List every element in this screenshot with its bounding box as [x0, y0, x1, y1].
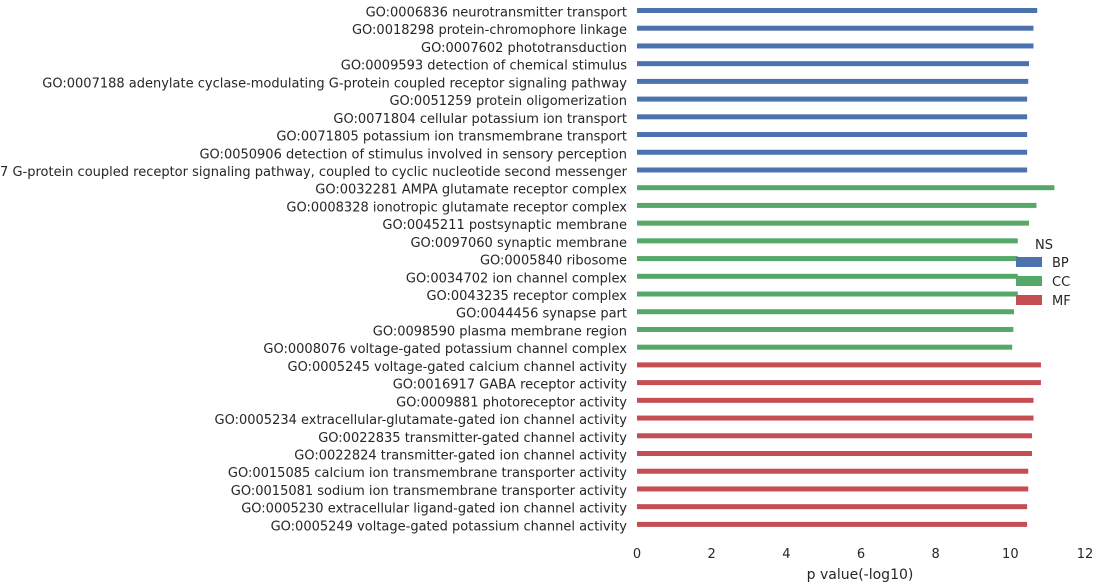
category-label: GO:0034702 ion channel complex [406, 271, 627, 286]
category-label: GO:0018298 protein-chromophore linkage [352, 23, 627, 38]
x-tick-label: 10 [1002, 547, 1019, 562]
bar-mf [637, 362, 1041, 368]
bar-cc [637, 202, 1037, 208]
category-label: GO:0005234 extracellular-glutamate-gated… [215, 413, 628, 428]
x-tick-label: 0 [633, 547, 641, 562]
bar-bp [637, 25, 1034, 31]
bar-mf [637, 415, 1034, 421]
category-label: GO:0009593 detection of chemical stimulu… [341, 59, 627, 74]
category-label: GO:0051259 protein oligomerization [389, 94, 627, 109]
category-label: GO:0015085 calcium ion transmembrane tra… [228, 466, 627, 481]
bar-bp [637, 114, 1028, 120]
bar-bp [637, 8, 1038, 13]
bar-bp [637, 78, 1029, 84]
category-label: GO:0050906 detection of stimulus involve… [199, 147, 627, 162]
category-label: GO:0016917 GABA receptor activity [393, 378, 628, 393]
bar-cc [637, 273, 1018, 279]
bar-bp [637, 61, 1029, 67]
x-tick-label: 8 [932, 547, 940, 562]
category-labels: GO:0006836 neurotransmitter transport GO:… [0, 6, 628, 535]
bar-cc [637, 291, 1018, 297]
bar-cc [637, 256, 1018, 262]
x-tick-label: 2 [708, 547, 716, 562]
category-label: GO:0071805 potassium ion transmembrane t… [276, 130, 627, 145]
x-axis-label: p value(-log10) [807, 567, 914, 583]
legend-swatch-mf [1016, 295, 1042, 305]
category-label: GO:0007602 phototransduction [421, 41, 627, 56]
category-label: GO:0015081 sodium ion transmembrane tran… [231, 484, 627, 499]
bar-cc [637, 344, 1013, 350]
legend-label-mf: MF [1052, 294, 1071, 309]
bar-cc [637, 238, 1018, 244]
category-label: GO:0071804 cellular potassium ion transp… [333, 112, 627, 127]
category-label: GO:0044456 synapse part [456, 307, 627, 322]
bar-bp [637, 43, 1034, 49]
bar-mf [637, 451, 1032, 456]
bar-mf [637, 521, 1028, 527]
category-label: GO:0005245 voltage-gated calcium channel… [288, 360, 628, 375]
bar-bp [637, 149, 1028, 155]
bars [637, 8, 1055, 527]
bar-bp [637, 96, 1028, 102]
category-label: GO:0005230 extracellular ligand-gated io… [241, 502, 627, 517]
category-label: GO:0097060 synaptic membrane [410, 236, 627, 251]
category-label: GO:0006836 neurotransmitter transport [366, 6, 627, 21]
category-label: GO:0043235 receptor complex [426, 289, 627, 304]
category-label: GO:0045211 postsynaptic membrane [382, 218, 627, 233]
bar-mf [637, 433, 1032, 439]
bar-cc [637, 220, 1029, 226]
category-label: GO:0009881 photoreceptor activity [396, 395, 627, 410]
category-label: GO:0007188 adenylate cyclase-modulating … [42, 76, 627, 91]
category-label: GO:0005840 ribosome [480, 254, 627, 269]
legend-swatch-bp [1016, 257, 1042, 267]
bar-cc [637, 326, 1014, 332]
bar-bp [637, 167, 1028, 173]
bar-mf [637, 504, 1028, 510]
bar-mf [637, 486, 1029, 492]
category-label: GO:0022824 transmitter-gated ion channel… [294, 449, 627, 464]
category-label: GO:0008076 voltage-gated potassium chann… [263, 342, 627, 357]
bar-cc [637, 309, 1015, 315]
legend-label-bp: BP [1052, 256, 1069, 271]
legend-title: NS [1035, 238, 1053, 253]
bar-cc [637, 185, 1055, 191]
category-label: GO:0005249 voltage-gated potassium chann… [271, 519, 628, 534]
category-label: GO:0007187 G-protein coupled receptor si… [0, 165, 628, 180]
bar-mf [637, 468, 1029, 474]
category-label: GO:0008328 ionotropic glutamate receptor… [286, 200, 627, 215]
legend-label-cc: CC [1052, 275, 1070, 290]
category-label: GO:0032281 AMPA glutamate receptor compl… [315, 183, 627, 198]
legend-swatch-cc [1016, 276, 1042, 286]
category-label: GO:0098590 plasma membrane region [373, 324, 627, 339]
bar-bp [637, 132, 1028, 138]
x-tick-label: 12 [1077, 547, 1094, 562]
bar-mf [637, 380, 1041, 386]
x-axis: 0 2 4 6 8 10 12 [633, 547, 1093, 562]
category-label: GO:0022835 transmitter-gated channel act… [318, 431, 627, 446]
bar-mf [637, 397, 1034, 403]
legend: NS BP CC MF [1016, 238, 1071, 309]
x-tick-label: 4 [782, 547, 790, 562]
x-tick-label: 6 [857, 547, 865, 562]
